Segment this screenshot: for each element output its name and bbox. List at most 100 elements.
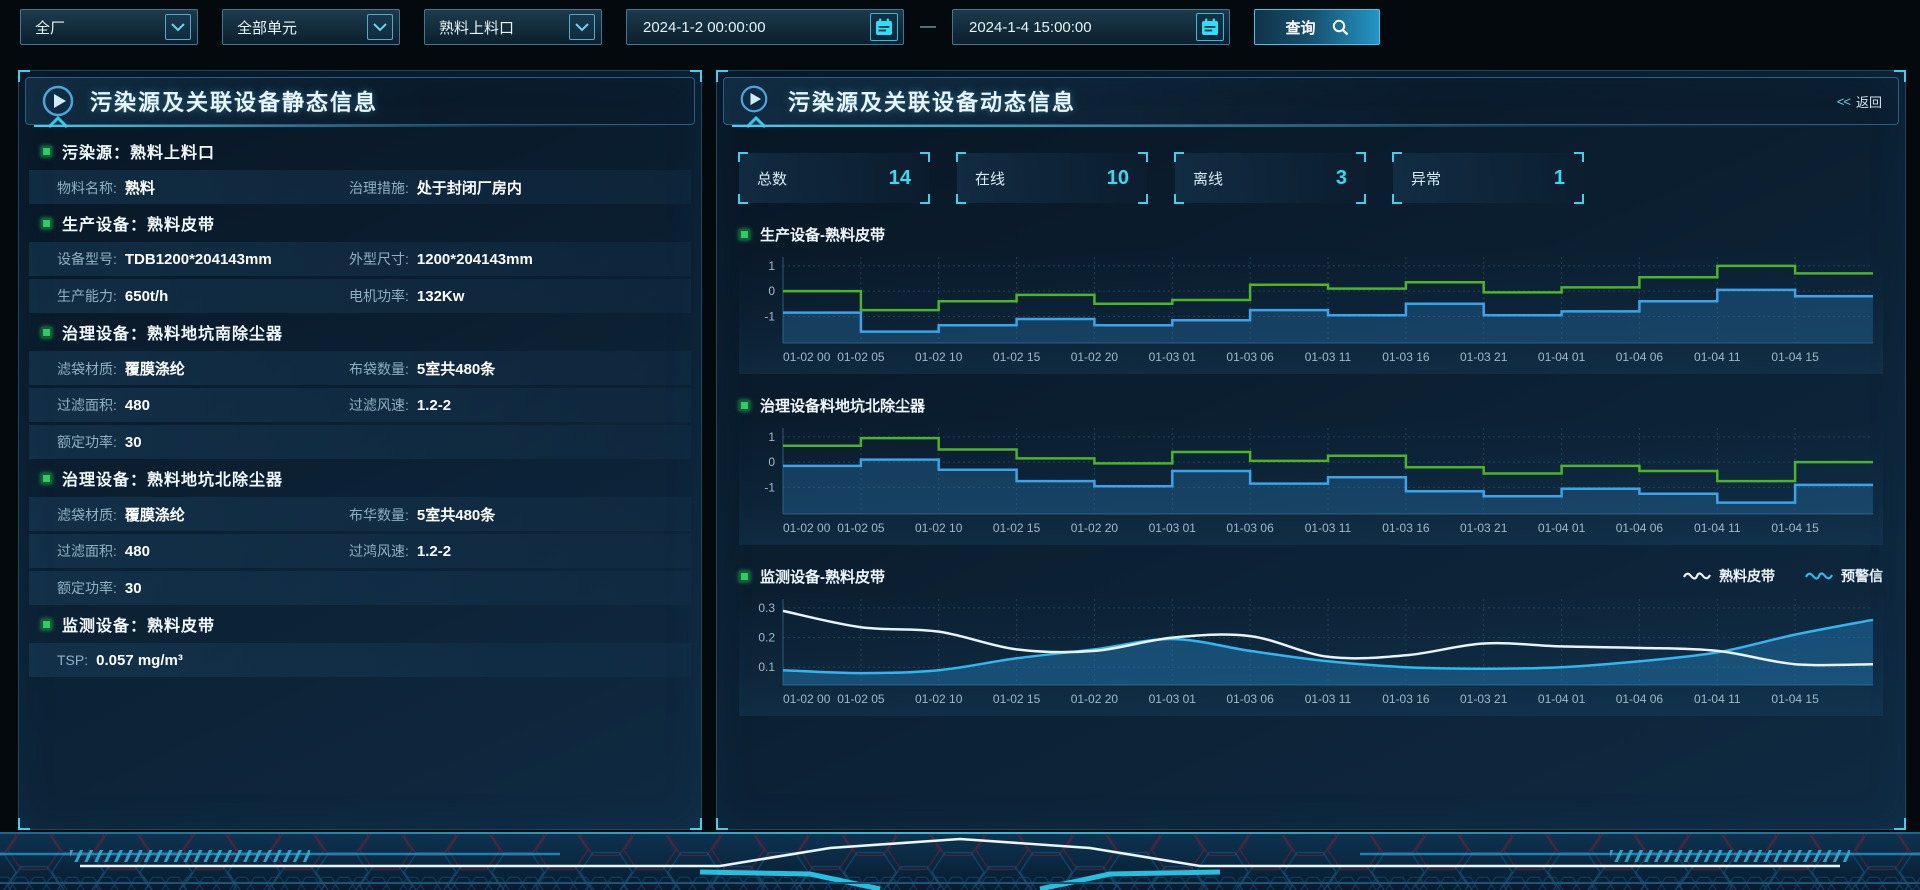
svg-text:0: 0 <box>768 455 775 469</box>
svg-text:01-03 21: 01-03 21 <box>1460 692 1508 706</box>
green-bullet-icon <box>41 145 52 157</box>
wave-line-icon <box>1683 572 1711 580</box>
chart-canvas: 1 0 -1 01-02 00 01-02 05 01-02 10 01-02 15 01-0… <box>739 420 1883 545</box>
chevron-down-icon <box>367 14 393 40</box>
select-plant[interactable]: 全厂 <box>20 9 198 45</box>
svg-text:01-02 10: 01-02 10 <box>915 692 963 706</box>
svg-text:01-04 06: 01-04 06 <box>1616 350 1664 364</box>
info-row: 额定功率: 30 <box>29 425 691 459</box>
svg-text:01-02 15: 01-02 15 <box>993 350 1041 364</box>
back-button[interactable]: << 返回 <box>1837 92 1882 111</box>
info-label: 生产能力: <box>57 288 117 304</box>
info-label: 设备型号: <box>57 251 117 267</box>
info-row: 额定功率: 30 <box>29 571 691 605</box>
corner-bracket <box>956 152 966 162</box>
svg-text:01-03 11: 01-03 11 <box>1305 350 1352 364</box>
info-pair: 过滤面积: 480 <box>57 395 349 415</box>
select-source[interactable]: 熟料上料口 <box>424 9 602 45</box>
green-bullet-icon <box>739 570 750 582</box>
info-value: TDB1200*204143mm <box>124 251 272 268</box>
svg-text:01-02 10: 01-02 10 <box>915 521 963 535</box>
info-label: TSP: <box>57 651 89 668</box>
corner-bracket <box>690 818 702 830</box>
date-from-input[interactable]: 2024-1-2 00:00:00 <box>626 9 904 45</box>
corner-bracket <box>1138 152 1148 162</box>
chevron-down-icon <box>165 14 191 40</box>
svg-text:01-03 06: 01-03 06 <box>1226 350 1274 364</box>
svg-text:01-03 01: 01-03 01 <box>1149 350 1197 364</box>
svg-text:01-03 21: 01-03 21 <box>1460 350 1508 364</box>
date-range-separator: — <box>920 18 936 35</box>
main-area: 污染源及关联设备静态信息 污染源：熟料上料口 物料名称: 熟料 治理措施: 处于封闭厂房… <box>18 70 1906 830</box>
corner-bracket <box>738 194 748 204</box>
section-title: 监测设备：熟料皮带 <box>62 618 216 635</box>
dynamic-panel-header: 污染源及关联设备动态信息 << 返回 <box>723 77 1899 129</box>
info-value: 480 <box>124 543 150 560</box>
svg-text:01-03 21: 01-03 21 <box>1460 521 1508 535</box>
corner-bracket <box>1138 194 1148 204</box>
search-icon <box>1332 19 1348 35</box>
footer-top-line <box>0 832 1920 834</box>
info-pair: TSP: 0.057 mg/m³ <box>57 652 349 669</box>
date-to-input[interactable]: 2024-1-4 15:00:00 <box>952 9 1230 45</box>
svg-text:0.2: 0.2 <box>758 631 775 645</box>
green-bullet-icon <box>41 326 52 338</box>
svg-text:01-02 15: 01-02 15 <box>993 692 1041 706</box>
info-pair: 治理措施: 处于封闭厂房内 <box>349 177 691 198</box>
corner-bracket <box>956 194 966 204</box>
chart-title-text: 治理设备料地坑北除尘器 <box>760 397 926 415</box>
corner-bracket <box>1356 194 1366 204</box>
info-label: 外型尺寸: <box>349 251 409 267</box>
legend-item-预警信[interactable]: 预警信 <box>1805 566 1883 586</box>
calendar-icon[interactable] <box>1196 13 1224 41</box>
svg-text:01-04 01: 01-04 01 <box>1538 692 1586 706</box>
info-label: 过滤风速: <box>349 397 409 413</box>
info-row: 滤袋材质: 覆膜涤纶 布华数量: 5室共480条 <box>29 497 691 531</box>
corner-bracket <box>690 70 702 82</box>
info-pair: 布袋数量: 5室共480条 <box>349 358 691 379</box>
svg-text:01-03 06: 01-03 06 <box>1226 692 1274 706</box>
green-bullet-icon <box>41 618 52 630</box>
stats-row: 总数 14 在线 10 离线 3 异常 1 <box>738 152 1883 204</box>
select-unit[interactable]: 全部单元 <box>222 9 400 45</box>
green-bullet-icon <box>41 217 52 229</box>
query-button[interactable]: 查询 <box>1254 9 1380 45</box>
svg-text:01-02 20: 01-02 20 <box>1071 521 1119 535</box>
svg-text:01-02 05: 01-02 05 <box>837 521 885 535</box>
calendar-icon[interactable] <box>870 13 898 41</box>
svg-text:01-02 10: 01-02 10 <box>915 350 963 364</box>
stat-label: 异常 <box>1411 170 1442 188</box>
info-value: 覆膜涤纶 <box>124 360 185 378</box>
info-label: 治理措施: <box>349 179 409 196</box>
svg-text:01-03 16: 01-03 16 <box>1382 692 1430 706</box>
section-header: 生产设备：熟料皮带 <box>29 207 691 239</box>
stat-label: 在线 <box>975 170 1006 188</box>
svg-text:01-04 15: 01-04 15 <box>1771 692 1819 706</box>
info-value: 0.057 mg/m³ <box>96 651 183 669</box>
legend-item-熟料皮带[interactable]: 熟料皮带 <box>1683 566 1775 586</box>
corner-bracket <box>716 818 728 830</box>
corner-bracket <box>1894 70 1906 82</box>
info-label: 额定功率: <box>57 580 117 596</box>
corner-bracket <box>920 194 930 204</box>
stat-value: 10 <box>1106 166 1129 189</box>
info-value: 5室共480条 <box>416 360 496 378</box>
svg-text:01-04 15: 01-04 15 <box>1771 350 1819 364</box>
info-row: 物料名称: 熟料 治理措施: 处于封闭厂房内 <box>29 170 691 204</box>
section-title: 生产设备：熟料皮带 <box>62 217 216 234</box>
info-value: 5室共480条 <box>416 506 496 524</box>
chart-block-2: 治理设备料地坑北除尘器 1 0 -1 01-02 00 01-02 05 01-02 10 0… <box>739 390 1883 545</box>
svg-text:01-02 20: 01-02 20 <box>1071 350 1119 364</box>
hatch-decoration <box>1610 850 1850 862</box>
info-row: 滤袋材质: 覆膜涤纶 布袋数量: 5室共480条 <box>29 351 691 385</box>
svg-text:1: 1 <box>768 259 775 273</box>
svg-text:01-04 11: 01-04 11 <box>1694 521 1741 535</box>
back-arrows-icon: << <box>1836 93 1851 109</box>
select-unit-value: 全部单元 <box>237 19 298 37</box>
corner-bracket <box>18 818 30 830</box>
info-pair: 布华数量: 5室共480条 <box>349 504 691 525</box>
info-pair: 过滤面积: 480 <box>57 541 349 561</box>
select-source-value: 熟料上料口 <box>439 19 515 37</box>
green-bullet-icon <box>739 399 750 411</box>
section-header: 污染源：熟料上料口 <box>29 135 691 167</box>
